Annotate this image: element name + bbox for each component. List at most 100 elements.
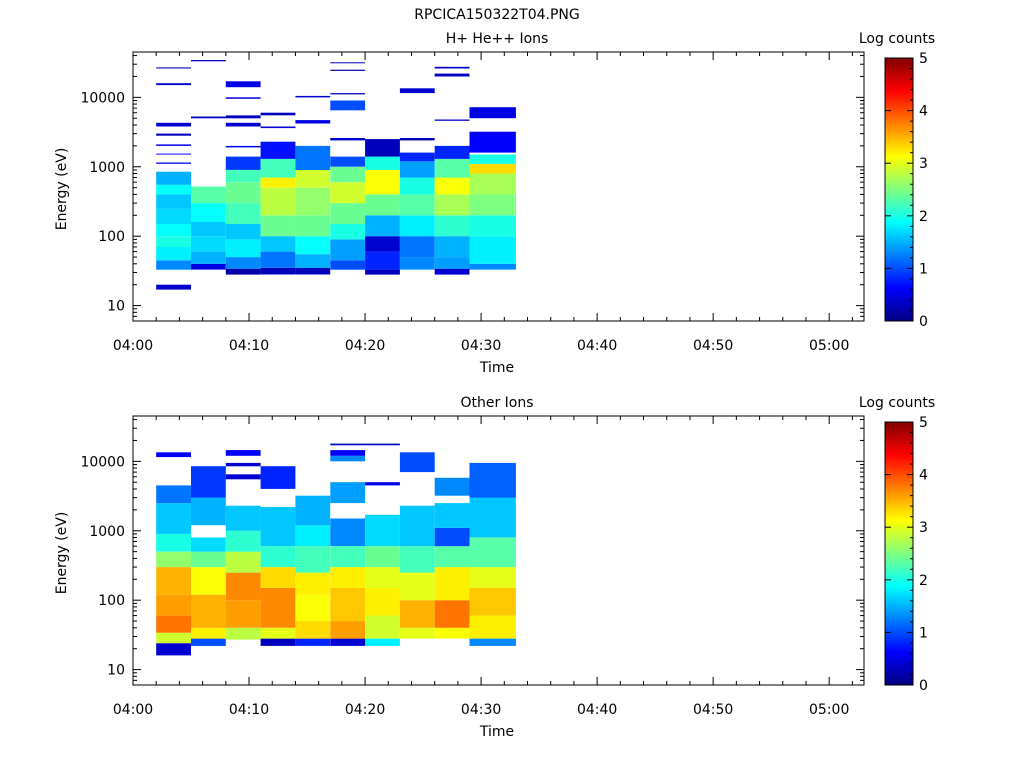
heatmap-cell: [469, 638, 516, 646]
heatmap-cell: [260, 251, 296, 268]
heatmap-cell: [434, 73, 470, 77]
heatmap-cell: [434, 119, 470, 121]
y-tick-label: 10: [107, 663, 125, 679]
heatmap-cell: [469, 236, 516, 264]
colorbar-tick-label: 0: [919, 678, 928, 694]
heatmap-cell: [469, 588, 516, 616]
heatmap-cell: [191, 116, 226, 119]
heatmap-cell: [295, 236, 331, 255]
axes: 04:00 04:10 04:20 04:30 04:40 04:50 05:00 10 100…: [80, 51, 865, 354]
heatmap-cell: [295, 95, 331, 98]
heatmap-cell: [399, 161, 435, 178]
heatmap-cell: [330, 224, 366, 240]
x-tick-label: 04:30: [461, 702, 501, 718]
heatmap-cell: [399, 627, 435, 639]
heatmap-cell: [434, 477, 470, 496]
heatmap-cell: [191, 551, 226, 568]
heatmap-cell: [156, 224, 191, 237]
heatmap-cell: [225, 156, 261, 170]
heatmap-cell: [225, 530, 261, 552]
heatmap-cell: [225, 203, 261, 224]
heatmap-cell: [330, 182, 366, 204]
heatmap-cell: [365, 236, 400, 252]
x-axis-label: Time: [479, 360, 514, 376]
heatmap-cell: [295, 594, 331, 622]
heatmap-cell: [260, 112, 296, 116]
heatmap-cell: [191, 236, 226, 252]
x-tick-label: 04:00: [113, 338, 153, 354]
heatmap-cell: [330, 518, 366, 547]
heatmap-cell: [191, 60, 226, 62]
colorbar-gradient: [884, 421, 914, 686]
heatmap-cell: [191, 537, 226, 552]
heatmap-cell: [330, 239, 366, 261]
heatmap-cell: [191, 203, 226, 223]
heatmap-cell: [330, 482, 366, 504]
heatmap-cell: [191, 627, 226, 639]
colorbar-tick-label: 1: [919, 625, 928, 641]
heatmap-cell: [330, 69, 366, 71]
heatmap-cell: [260, 567, 296, 588]
heatmap-cell: [469, 462, 516, 498]
x-tick-label: 05:00: [809, 338, 849, 354]
colorbar-label: Log counts: [859, 31, 935, 47]
heatmap-cell: [225, 115, 261, 119]
heatmap-cell: [434, 177, 470, 195]
heatmap-cell: [191, 251, 226, 264]
heatmap-cell: [469, 567, 516, 588]
heatmap-cell: [330, 93, 366, 95]
heatmap-cell: [156, 208, 191, 224]
heatmap-cell: [156, 194, 191, 209]
heatmap-cell: [156, 144, 191, 146]
heatmap-cell: [191, 497, 226, 526]
heatmap-cell: [260, 546, 296, 568]
heatmap-cell: [260, 267, 296, 275]
x-tick-label: 04:00: [113, 702, 153, 718]
heatmap-cell: [225, 474, 261, 480]
heatmap-cell: [469, 131, 516, 153]
x-tick-label: 04:50: [693, 338, 733, 354]
heatmap-cell: [156, 260, 191, 270]
heatmap-cell: [191, 466, 226, 498]
x-tick-label: 04:40: [577, 338, 617, 354]
heatmap-cell: [295, 145, 331, 170]
x-axis-label: Time: [479, 724, 514, 740]
heatmap-cell: [295, 495, 331, 526]
heatmap-cell: [330, 156, 366, 167]
heatmap-cell: [295, 638, 331, 646]
colorbar-tick-label: 5: [919, 415, 928, 431]
heatmap-cell: [191, 263, 226, 270]
panel-title: Other Ions: [460, 395, 533, 411]
heatmap-cell: [330, 546, 366, 568]
heatmap-cell: [399, 600, 435, 628]
heatmap-cell: [434, 600, 470, 628]
heatmap-cell: [260, 177, 296, 188]
heatmap-cell: [295, 267, 331, 275]
heatmap-cell: [330, 621, 366, 639]
y-tick-label: 1000: [89, 524, 125, 540]
heatmap-cell: [156, 122, 191, 127]
colorbar-tick-label: 2: [919, 209, 928, 225]
colorbar-tick-label: 4: [919, 104, 928, 120]
heatmap-cell: [330, 450, 366, 456]
heatmap-cell: [225, 257, 261, 269]
heatmap-cell: [434, 66, 470, 69]
heatmap-cell: [399, 452, 435, 473]
heatmap-cell: [260, 638, 296, 646]
heatmap-cell: [225, 122, 261, 127]
heatmap-cell: [156, 567, 191, 595]
heatmap-cell: [330, 443, 366, 446]
heatmap-cell: [295, 525, 331, 547]
heatmap-cell: [434, 527, 470, 547]
heatmap-cell: [365, 615, 400, 639]
heatmap-cell: [330, 567, 366, 588]
heatmap-cell: [295, 215, 331, 237]
heatmap-cell: [434, 257, 470, 269]
heatmap-cell: [399, 152, 435, 162]
heatmap-cell: [365, 139, 400, 157]
heatmap-cell: [156, 162, 191, 164]
y-tick-label: 100: [98, 593, 125, 609]
heatmap-cell: [434, 503, 470, 528]
axes: 04:00 04:10 04:20 04:30 04:40 04:50 05:00 10 100…: [80, 415, 865, 718]
